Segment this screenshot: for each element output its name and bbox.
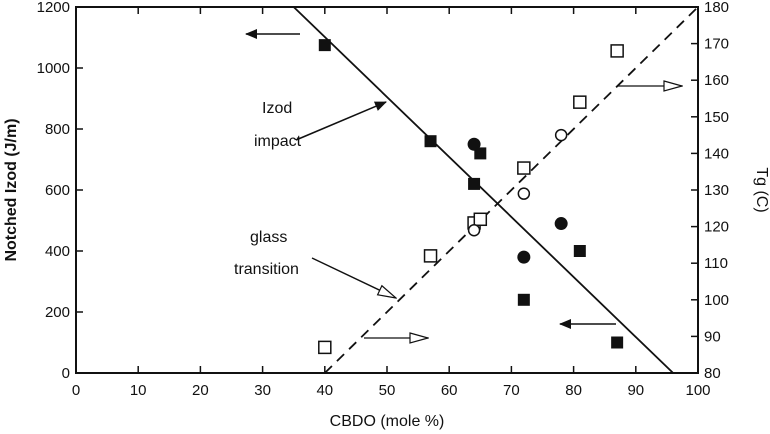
tg-circle-point [467,224,481,237]
x-tick-label: 100 [685,382,710,399]
y-right-tick-label: 110 [704,255,728,272]
plot-frame [75,6,699,374]
y-right-tick-label: 80 [704,365,721,382]
y-left-tick-label: 1200 [37,0,70,16]
izod-circle-point [517,250,531,264]
izod-trend-line [293,6,674,374]
y-left-tick-label: 600 [45,182,70,199]
y-right-tick-label: 140 [704,145,729,162]
izod-square-point [611,336,624,349]
right-axis-title: Tg (C) [753,167,770,212]
glass-annotation-line1: glass [250,229,287,246]
y-right-tick-label: 160 [704,72,729,89]
x-tick-label: 10 [130,382,147,399]
izod-annotation-line1: Izod [262,100,292,117]
y-right-tick-label: 130 [704,182,729,199]
izod-circle-point [467,137,481,151]
izod-square-point [474,147,487,160]
y-left-tick-label: 200 [45,304,70,321]
y-right-tick-label: 90 [704,328,721,345]
tg-circle-point [517,187,531,200]
izod-square-point [318,39,331,52]
glass-annotation-line2: transition [234,261,299,278]
y-left-tick-label: 1000 [37,60,70,77]
izod-square-point [573,245,586,257]
data-points [318,39,624,355]
x-tick-label: 0 [72,382,80,399]
x-axis-title: CBDO (mole %) [330,413,445,430]
tg-square-point [423,249,438,263]
x-tick-label: 70 [503,382,520,399]
x-tick-label: 80 [565,382,582,399]
tg-square-point [473,212,488,227]
y-right-tick-label: 100 [704,292,729,309]
y-right-tick-label: 180 [704,0,729,16]
y-left-tick-label: 800 [45,121,70,138]
x-tick-label: 60 [441,382,458,399]
left-axis-title: Notched Izod (J/m) [3,118,20,261]
izod-annotation-line2: impact [254,133,302,150]
izod-square-point [468,177,481,190]
x-tick-label: 20 [192,382,209,399]
ticks-layer: 0 10 20 30 40 50 60 70 80 90 100020040060080010001… [37,0,729,399]
y-right-tick-label: 120 [704,219,729,236]
y-left-tick-label: 400 [45,243,70,260]
glass-pointer-arrow [311,257,396,298]
izod-square-point [517,293,530,306]
izod-pointer-arrow [295,101,387,141]
y-right-tick-label: 150 [704,109,729,126]
x-tick-label: 90 [627,382,644,399]
tg-square-point [610,44,624,58]
trend-lines [293,6,699,374]
tg-square-point [318,340,332,355]
x-tick-label: 30 [254,382,271,399]
y-left-tick-label: 0 [62,365,70,382]
x-tick-label: 50 [379,382,396,399]
tg-square-point [517,161,531,175]
izod-square-point [424,135,437,148]
x-tick-label: 40 [316,382,333,399]
tg-circle-point [554,128,568,142]
izod-circle-point [554,217,568,231]
y-right-tick-label: 170 [704,36,729,53]
tg-trend-line [324,6,699,374]
tg-square-point [573,95,587,109]
